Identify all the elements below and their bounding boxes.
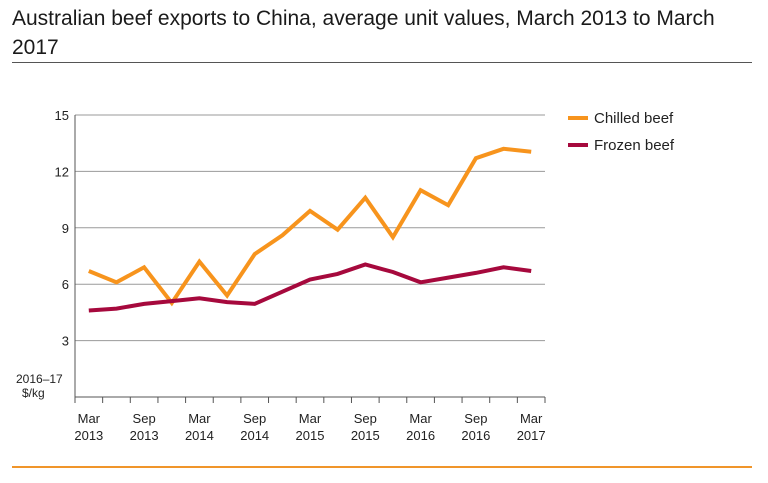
x-tick-label-year: 2017 <box>517 428 546 443</box>
x-tick-label-month: Mar <box>188 411 211 426</box>
series-line-frozen-beef <box>88 262 532 313</box>
x-tick-label-year: 2015 <box>351 428 380 443</box>
x-tick-label-month: Mar <box>78 411 101 426</box>
x-tick-label-year: 2016 <box>406 428 435 443</box>
x-tick-label-month: Mar <box>299 411 322 426</box>
y-axis-label-line1: 2016–17 <box>16 372 63 386</box>
y-tick-label: 12 <box>55 164 69 179</box>
y-axis-label-line2: $/kg <box>22 386 45 400</box>
x-tick-label-month: Sep <box>133 411 156 426</box>
y-tick-label: 9 <box>62 221 69 236</box>
x-tick-label-month: Sep <box>354 411 377 426</box>
legend-label: Chilled beef <box>594 110 674 127</box>
x-tick-label-month: Sep <box>464 411 487 426</box>
gridlines <box>75 114 545 342</box>
legend: Chilled beef Frozen beef <box>568 110 675 154</box>
legend-label: Frozen beef <box>594 137 675 154</box>
x-tick-label-month: Mar <box>520 411 543 426</box>
x-tick-label-year: 2014 <box>240 428 269 443</box>
footer-divider <box>12 466 752 468</box>
chart-title: Australian beef exports to China, averag… <box>12 7 715 59</box>
x-tick-label-year: 2014 <box>185 428 214 443</box>
series-lines <box>88 146 532 313</box>
x-tick-labels: Mar 2013 Sep 2013 Mar 2014 Sep 2014 Mar 2015 Sep 20… <box>74 411 545 443</box>
y-tick-label: 6 <box>62 277 69 292</box>
x-tick-label-month: Mar <box>409 411 432 426</box>
x-tick-label-month: Sep <box>243 411 266 426</box>
series-line-chilled-beef <box>88 146 532 307</box>
axes <box>74 115 546 403</box>
x-tick-label-year: 2013 <box>130 428 159 443</box>
x-tick-label-year: 2016 <box>461 428 490 443</box>
x-tick-label-year: 2015 <box>296 428 325 443</box>
x-tick-label-year: 2013 <box>74 428 103 443</box>
y-tick-label: 3 <box>62 334 69 349</box>
title-divider <box>12 62 752 63</box>
y-tick-label: 15 <box>55 108 69 123</box>
y-tick-labels: 3 6 9 12 15 <box>55 108 69 349</box>
